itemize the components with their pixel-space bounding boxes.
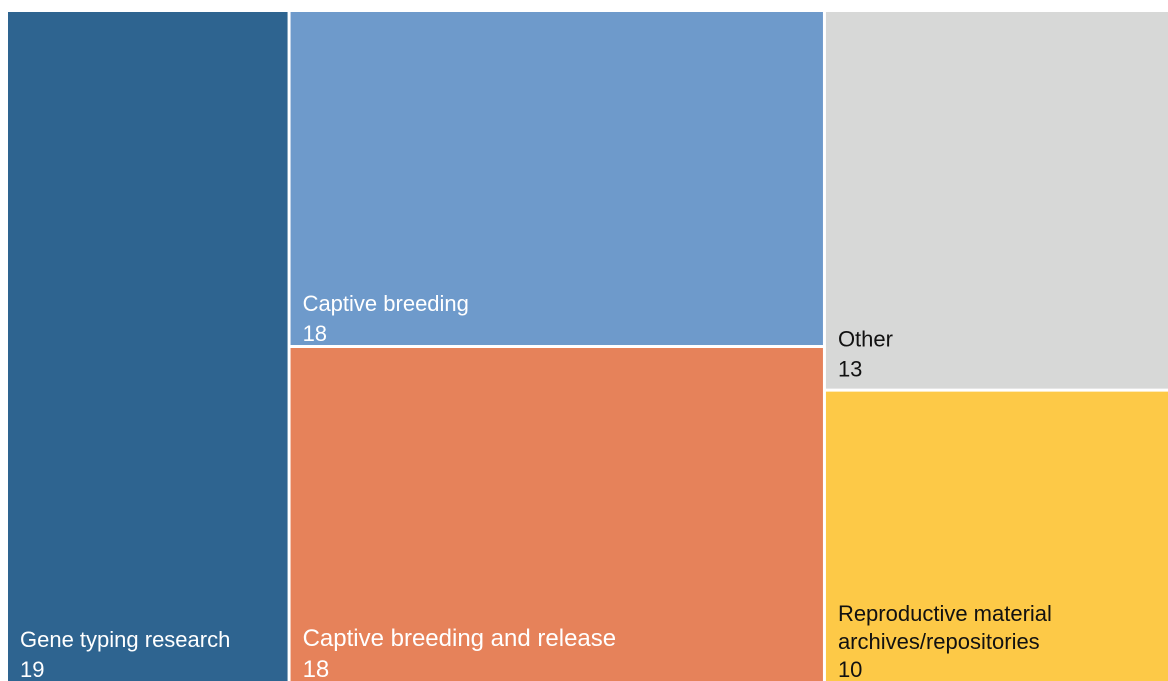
tile-value: 18 (303, 656, 330, 681)
tile-rect-captive-breeding-and-release (290, 348, 823, 681)
tile-value: 10 (838, 657, 862, 681)
tile-rect-reproductive-material-archives-repositories (825, 391, 1168, 681)
tile-label: Other (838, 327, 893, 352)
tile-label: Gene typing research (20, 627, 230, 652)
tile-rect-captive-breeding (290, 12, 823, 345)
tile-other: Other 13 (825, 12, 1168, 389)
tile-rect-other (825, 12, 1168, 389)
tile-gene-typing-research: Gene typing research 19 (8, 12, 288, 681)
tile-reproductive-material-archives-repositories: Reproductive material archives/repositori… (825, 391, 1168, 681)
tile-value: 18 (303, 321, 327, 346)
tile-label: Captive breeding (303, 291, 469, 316)
tile-captive-breeding: Captive breeding 18 (290, 12, 823, 346)
tile-label: archives/repositories (838, 629, 1040, 654)
tile-captive-breeding-and-release: Captive breeding and release 18 (290, 348, 823, 681)
tile-rect-gene-typing-research (8, 12, 288, 681)
tile-label: Captive breeding and release (303, 625, 617, 652)
tile-value: 19 (20, 657, 44, 681)
tile-value: 13 (838, 357, 862, 382)
tile-label: Reproductive material (838, 601, 1052, 626)
